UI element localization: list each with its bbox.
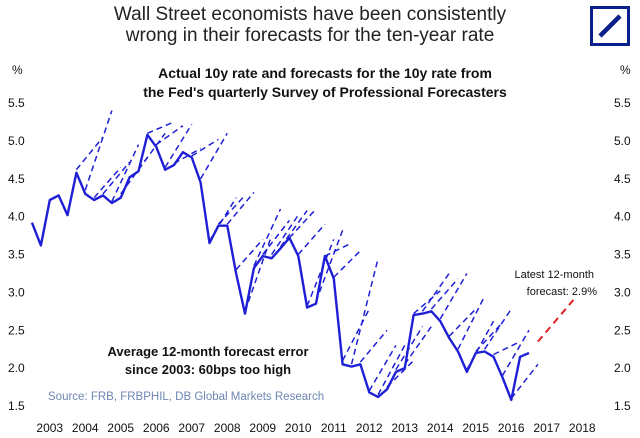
forecast-segment	[404, 326, 432, 365]
x-tick-label: 2013	[391, 421, 418, 435]
forecast-segment	[475, 322, 503, 352]
y-tick-label-right: 3.0	[614, 285, 631, 299]
y-tick-label-left: 2.0	[8, 361, 25, 375]
logo-frame	[590, 6, 630, 46]
forecast-segment	[368, 345, 397, 392]
forecast-segment	[147, 121, 175, 134]
deutsche-bank-logo	[590, 6, 630, 46]
x-tick-label: 2014	[427, 421, 454, 435]
forecast-segment	[235, 238, 264, 271]
forecast-segment	[501, 329, 530, 377]
y-tick-label-left: 4.5	[8, 172, 25, 186]
forecast-segment	[493, 340, 521, 356]
forecast-segment	[217, 194, 246, 225]
page-title-line-1: Wall Street economists have been consist…	[113, 4, 507, 25]
page-title-line-2: wrong in their forecasts for the ten-yea…	[125, 25, 495, 46]
y-tick-label-right: 4.0	[614, 210, 631, 224]
forecast-segment	[510, 363, 539, 399]
x-tick-label: 2011	[321, 421, 347, 435]
forecast-segment	[191, 138, 219, 157]
y-axis-right-unit: %	[620, 63, 631, 77]
x-tick-label: 2004	[72, 421, 99, 435]
x-tick-label: 2008	[214, 421, 241, 435]
x-tick-label: 2016	[498, 421, 525, 435]
x-tick-label: 2007	[178, 421, 205, 435]
x-tick-label: 2010	[285, 421, 312, 435]
actual-rate-line	[30, 133, 530, 402]
forecast-segment	[75, 136, 104, 171]
latest-forecast-line	[537, 299, 575, 343]
forecast-segment	[341, 308, 370, 361]
source-note: Source: FRB, FRBPHIL, DB Global Markets …	[48, 391, 324, 403]
forecast-segment	[111, 144, 140, 202]
y-tick-label-left: 3.0	[8, 285, 25, 299]
x-axis: 2003 2004 2005 2006 2007 2008 2009 2010 2011 2012…	[36, 421, 596, 435]
forecast-segment	[244, 235, 273, 312]
x-tick-label: 2009	[249, 421, 276, 435]
forecast-segment	[93, 166, 122, 199]
forecast-segment	[315, 229, 344, 302]
y-tick-label-right: 1.5	[614, 399, 631, 413]
forecast-segment	[333, 250, 361, 278]
forecast-segment	[226, 191, 255, 225]
forecast-error-note-line-1: Average 12-month forecast error	[107, 344, 308, 359]
forecast-segment	[306, 239, 335, 307]
y-tick-label-right: 2.5	[614, 323, 631, 337]
latest-forecast-label-line-2: forecast: 2.9%	[527, 286, 598, 298]
forecast-segment	[430, 278, 459, 310]
y-tick-label-right: 4.5	[614, 172, 631, 186]
y-axis-left-unit: %	[12, 63, 23, 77]
forecast-segment	[457, 295, 486, 350]
forecast-segment	[262, 219, 290, 255]
forecast-segment	[208, 197, 237, 242]
forecast-error-note-line-2: since 2003: 60bps too high	[125, 362, 291, 377]
y-tick-label-right: 3.5	[614, 248, 631, 262]
forecast-segment	[413, 290, 441, 315]
page-title: Wall Street economists have been consist…	[60, 4, 560, 46]
x-tick-label: 2006	[143, 421, 170, 435]
y-tick-label-left: 4.0	[8, 210, 25, 224]
chart-title-line-2: the Fed's quarterly Survey of Profession…	[143, 84, 507, 100]
chart-title-line-1: Actual 10y rate and forecasts for the 10…	[158, 65, 492, 81]
latest-forecast-label-line-1: Latest 12-month	[515, 269, 595, 281]
x-tick-label: 2018	[569, 421, 596, 435]
forecast-segment	[120, 157, 148, 195]
y-axis-right: 1.5 2.0 2.5 3.0 3.5 4.0 4.5 5.0 5.5	[614, 96, 631, 413]
y-tick-label-left: 5.5	[8, 96, 25, 110]
forecast-segment	[386, 360, 415, 388]
y-tick-label-right: 5.0	[614, 134, 631, 148]
forecast-segment	[199, 132, 228, 180]
logo-slash	[598, 14, 622, 38]
forecast-segment	[439, 273, 468, 320]
y-tick-label-left: 5.0	[8, 134, 25, 148]
forecast-segment	[279, 210, 308, 248]
forecast-segment	[359, 329, 388, 363]
y-tick-label-left: 3.5	[8, 248, 25, 262]
y-tick-label-right: 2.0	[614, 361, 631, 375]
y-tick-label-left: 1.5	[8, 399, 25, 413]
forecast-segment	[84, 110, 113, 191]
y-axis-left: 1.5 2.0 2.5 3.0 3.5 4.0 4.5 5.0 5.5	[8, 96, 25, 413]
forecast-segment	[324, 242, 352, 257]
forecast-segment	[253, 208, 282, 267]
x-tick-label: 2005	[107, 421, 134, 435]
forecast-segment	[483, 308, 512, 350]
x-tick-label: 2015	[462, 421, 489, 435]
x-tick-label: 2017	[533, 421, 560, 435]
forecast-segment	[448, 308, 477, 337]
forecast-segment	[164, 123, 193, 168]
forecast-segment	[288, 208, 317, 239]
y-tick-label-left: 2.5	[8, 323, 25, 337]
forecast-segment	[155, 125, 184, 146]
forecast-segment	[350, 258, 379, 365]
y-tick-label-right: 5.5	[614, 96, 631, 110]
forecast-segment	[102, 161, 131, 195]
x-tick-label: 2003	[36, 421, 63, 435]
x-tick-label: 2012	[356, 421, 383, 435]
forecast-segment	[271, 214, 299, 255]
forecast-segment	[297, 223, 326, 255]
forecast-segment	[137, 132, 166, 171]
forecast-segment	[421, 273, 450, 312]
